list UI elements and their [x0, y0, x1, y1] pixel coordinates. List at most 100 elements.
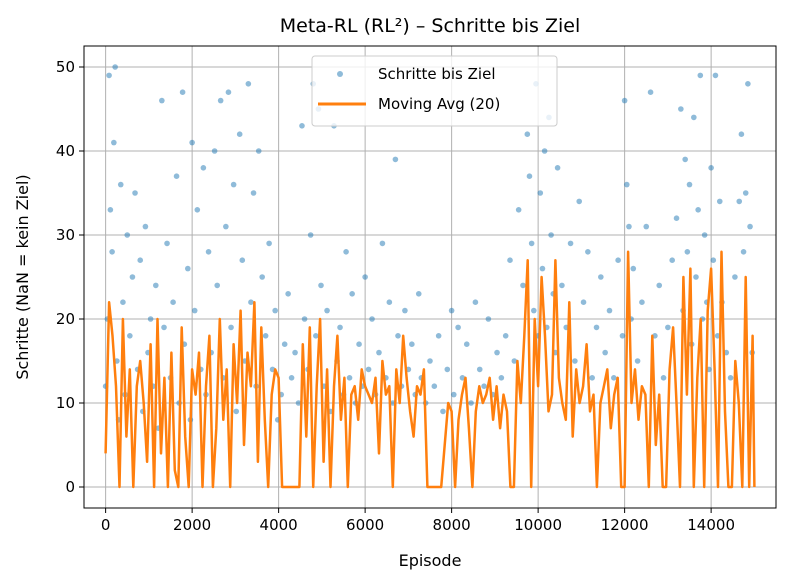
scatter-point: [656, 282, 663, 289]
scatter-point: [124, 232, 131, 238]
scatter-point: [712, 72, 719, 79]
scatter-point: [409, 341, 415, 348]
legend-box: [311, 55, 558, 127]
y-axis-ticks: 0 10 20 30 40 50: [56, 58, 84, 496]
scatter-point: [598, 274, 604, 280]
scatter-point: [179, 89, 186, 95]
scatter-point: [684, 249, 691, 255]
scatter-point: [272, 307, 278, 314]
x-tick-label: 8000: [433, 516, 471, 534]
scatter-point: [281, 341, 288, 348]
y-axis-label: Schritte (NaN = kein Ziel): [13, 174, 32, 379]
scatter-point: [459, 375, 466, 381]
scatter-point: [307, 232, 314, 238]
scatter-point: [567, 240, 574, 247]
scatter-point: [111, 139, 117, 146]
scatter-point: [112, 64, 118, 70]
x-tick-label: 10000: [514, 516, 562, 534]
scatter-point: [520, 282, 526, 289]
scatter-point: [379, 240, 386, 247]
scatter-point: [191, 307, 198, 314]
scatter-point: [669, 257, 675, 264]
scatter-point: [528, 240, 535, 247]
scatter-point: [738, 131, 745, 137]
y-tick-label: 10: [56, 394, 75, 412]
scatter-point: [369, 316, 375, 322]
scatter-point: [485, 316, 492, 322]
scatter-point: [450, 391, 457, 398]
scatter-point: [682, 156, 688, 163]
scatter-point: [742, 190, 749, 196]
y-tick-label: 30: [56, 226, 75, 244]
legend-label-line: Moving Avg (20): [378, 95, 500, 113]
scatter-point: [647, 89, 654, 95]
scatter-point: [621, 97, 628, 104]
scatter-point: [502, 333, 509, 339]
scatter-point: [395, 333, 401, 339]
moving-average-series: [104, 250, 756, 489]
scatter-point: [250, 190, 257, 196]
scatter-point: [318, 282, 324, 289]
scatter-point: [602, 349, 608, 356]
scatter-point: [507, 257, 513, 264]
scatter-point: [117, 181, 124, 188]
scatter-point: [660, 375, 667, 381]
scatter-point: [120, 299, 126, 306]
scatter-point: [194, 207, 201, 213]
scatter-point: [498, 375, 505, 381]
scatter-point: [531, 307, 537, 314]
scatter-point: [217, 97, 224, 104]
scatter-point: [468, 400, 474, 406]
scatter-point: [589, 375, 595, 381]
scatter-point: [211, 148, 218, 154]
scatter-point: [537, 190, 544, 196]
scatter-point: [623, 181, 630, 188]
y-tick-label: 50: [56, 58, 75, 76]
scatter-point: [626, 223, 632, 230]
axes-frame: [83, 45, 777, 509]
scatter-point: [539, 265, 546, 272]
x-tick-label: 6000: [346, 516, 384, 534]
scatter-point: [515, 207, 522, 213]
scatter-point: [262, 333, 269, 339]
scatter-point: [736, 198, 743, 205]
x-tick-label: 2000: [173, 516, 211, 534]
scatter-point: [285, 291, 291, 297]
scatter-point: [248, 299, 254, 306]
x-tick-label: 14000: [687, 516, 735, 534]
scatter-point: [673, 215, 680, 221]
scatter-point: [548, 232, 554, 238]
scatter-point: [524, 131, 531, 137]
scatter-point: [239, 257, 246, 264]
scatter-point: [747, 223, 753, 230]
scatter-point: [200, 165, 207, 171]
scatter-point: [716, 198, 723, 205]
scatter-point: [740, 249, 747, 255]
scatter-point: [427, 358, 433, 364]
scatter-point: [606, 307, 613, 314]
scatter-point: [299, 123, 305, 129]
scatter-point: [580, 299, 587, 306]
scatter-point: [708, 165, 714, 171]
scatter-point: [691, 114, 697, 121]
scatter-point: [223, 223, 229, 230]
scatter-point: [159, 97, 165, 104]
scatter-point: [228, 324, 234, 331]
x-tick-label: 0: [101, 516, 111, 534]
scatter-point: [189, 139, 195, 146]
scatter-point: [526, 173, 533, 179]
scatter-point: [695, 207, 701, 213]
scatter-point: [255, 148, 262, 154]
scatter-point: [440, 408, 446, 415]
scatter-point: [639, 299, 645, 306]
scatter-point: [494, 349, 500, 356]
scatter-point: [511, 358, 518, 364]
scatter-point: [431, 383, 438, 390]
scatter-point: [170, 299, 176, 306]
scatter-point: [173, 173, 180, 179]
scatter-point: [230, 181, 237, 188]
scatter-point: [630, 265, 637, 272]
scatter-point: [142, 223, 149, 230]
scatter-point: [386, 299, 393, 306]
scatter-point: [554, 165, 561, 171]
